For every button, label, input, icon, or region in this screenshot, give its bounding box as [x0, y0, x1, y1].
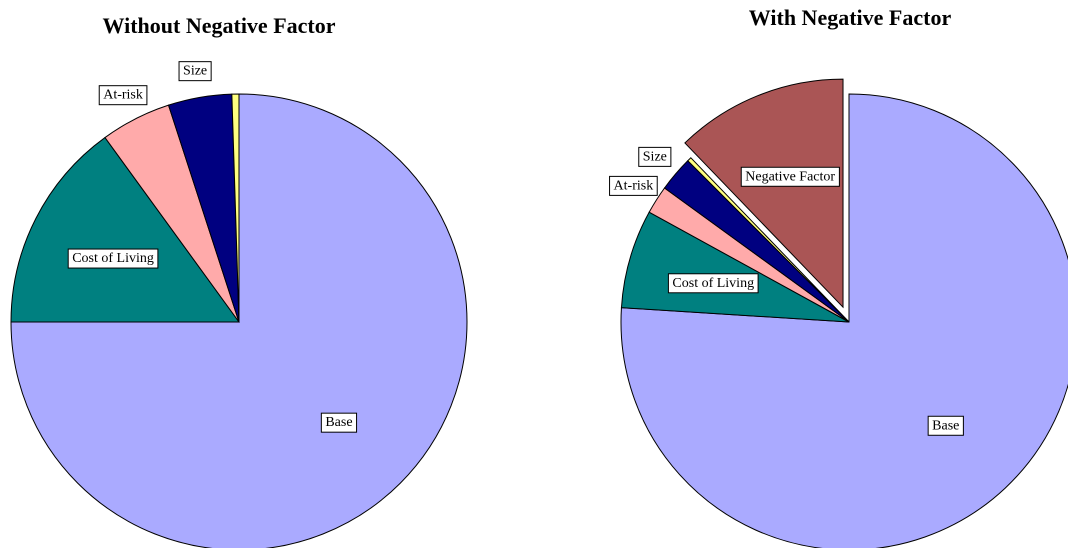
- pie-slice: [10, 136, 240, 323]
- pie-slice: [684, 78, 844, 309]
- slice-label-text: Base: [325, 415, 352, 430]
- slice-label-text: Negative Factor: [745, 169, 835, 184]
- slice-label: Base: [320, 412, 358, 433]
- pie-slice: [687, 157, 850, 323]
- slice-label-text: Cost of Living: [672, 276, 754, 291]
- label-box: [667, 273, 759, 294]
- slice-label-text: At-risk: [614, 178, 654, 193]
- slice-label: Cost of Living: [67, 248, 159, 269]
- slice-label: Cost of Living: [667, 273, 759, 294]
- label-box: [67, 248, 159, 269]
- pie-slice: [231, 93, 240, 323]
- chart-title: Without Negative Factor: [103, 13, 336, 38]
- label-box: [98, 85, 148, 106]
- slice-label: Negative Factor: [740, 166, 840, 187]
- slice-label-text: At-risk: [103, 88, 143, 103]
- slice-label-text: Size: [643, 149, 667, 164]
- pie-slice: [10, 93, 468, 548]
- label-box: [609, 175, 658, 196]
- label-box: [178, 61, 212, 82]
- chart-title: With Negative Factor: [749, 5, 952, 30]
- slice-label: Base: [927, 415, 964, 436]
- slice-label-text: Base: [932, 418, 959, 433]
- slice-label-text: Size: [183, 64, 207, 79]
- slice-label: Size: [638, 146, 672, 167]
- slice-label: Size: [178, 61, 212, 82]
- label-box: [927, 415, 964, 436]
- label-box: [638, 146, 672, 167]
- label-box: [320, 412, 358, 433]
- slice-label: At-risk: [98, 85, 148, 106]
- slice-label: At-risk: [609, 175, 658, 196]
- slice-label-text: Cost of Living: [72, 251, 154, 266]
- label-box: [740, 166, 840, 187]
